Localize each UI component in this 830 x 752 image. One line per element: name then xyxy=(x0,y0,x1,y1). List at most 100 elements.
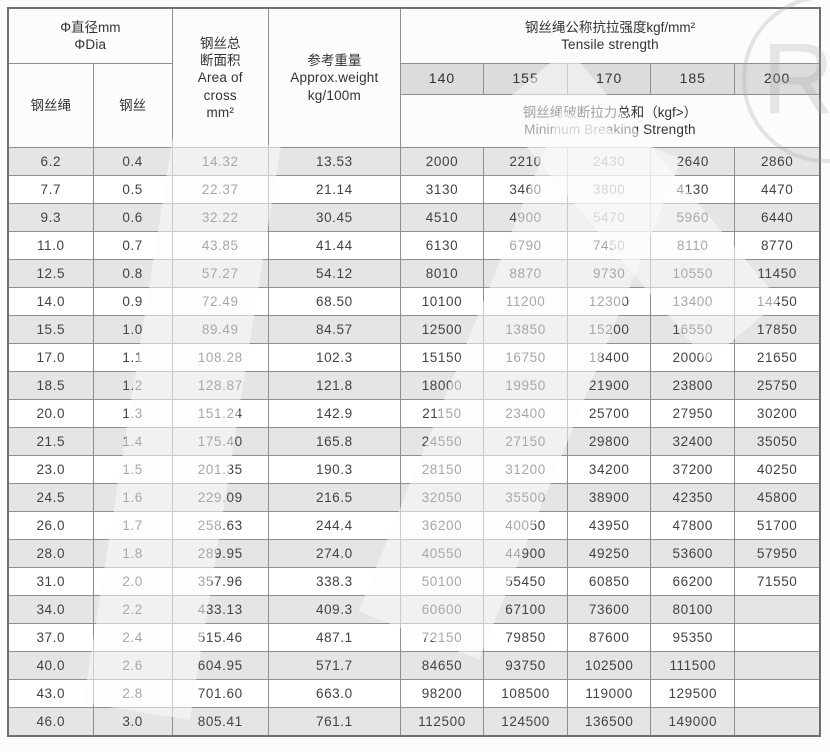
cell: 4130 xyxy=(650,175,736,204)
cell: 40250 xyxy=(734,455,821,484)
cell: 16550 xyxy=(650,315,736,344)
cell: 102500 xyxy=(567,651,652,680)
cell: 45800 xyxy=(734,483,821,512)
cell: 0.7 xyxy=(92,231,173,260)
cell: 5960 xyxy=(650,203,736,232)
cell: 1.5 xyxy=(92,455,173,484)
table-row: 26.0 1.7 258.63 244.4 36200 40050 43950 47800 51… xyxy=(7,511,821,540)
header-grade-170: 170 xyxy=(567,63,652,95)
header-grade-155: 155 xyxy=(483,63,569,95)
cell: 20.0 xyxy=(7,399,94,428)
cell: 121.8 xyxy=(267,371,401,400)
cell: 0.8 xyxy=(92,259,173,288)
cell: 409.3 xyxy=(267,595,401,624)
cell: 0.5 xyxy=(92,175,173,204)
cell: 24.5 xyxy=(7,483,94,512)
table-header: Φ直径mm ΦDia 钢丝总 断面积 Area of cross mm² 参考重… xyxy=(7,7,821,148)
breaking-label-zh: 钢丝绳破断拉力总和（kgf>） xyxy=(522,104,698,120)
cell: 9.3 xyxy=(7,203,94,232)
cell: 274.0 xyxy=(267,539,401,568)
cell: 2640 xyxy=(650,147,736,176)
cell: 18400 xyxy=(567,343,652,372)
weight-label-en: Approx.weight xyxy=(290,70,379,86)
diameter-label-zh: Φ直径mm xyxy=(60,19,121,35)
cell: 1.4 xyxy=(92,427,173,456)
cell: 9730 xyxy=(567,259,652,288)
header-grade-200: 200 xyxy=(734,63,821,95)
cell: 2860 xyxy=(734,147,821,176)
cell: 43.85 xyxy=(171,231,269,260)
cell: 17850 xyxy=(734,315,821,344)
cell: 12300 xyxy=(567,287,652,316)
cell: 357.96 xyxy=(171,567,269,596)
cell: 51700 xyxy=(734,511,821,540)
header-row-top: Φ直径mm ΦDia 钢丝总 断面积 Area of cross mm² 参考重… xyxy=(7,7,821,148)
cell: 108500 xyxy=(483,679,569,708)
cell: 0.4 xyxy=(92,147,173,176)
cell: 11.0 xyxy=(7,231,94,260)
cell: 22.37 xyxy=(171,175,269,204)
cell: 40.0 xyxy=(7,651,94,680)
cell: 14450 xyxy=(734,287,821,316)
table-row: 12.5 0.8 57.27 54.12 8010 8870 9730 10550 11450 xyxy=(7,259,821,288)
table-row: 15.5 1.0 89.49 84.57 12500 13850 15200 16550 178… xyxy=(7,315,821,344)
cell: 57950 xyxy=(734,539,821,568)
header-grade-140: 140 xyxy=(399,63,485,95)
cell: 2.4 xyxy=(92,623,173,652)
header-area: 钢丝总 断面积 Area of cross mm² xyxy=(171,7,269,148)
cell: 21900 xyxy=(567,371,652,400)
table-row: 23.0 1.5 201.35 190.3 28150 31200 34200 37200 40… xyxy=(7,455,821,484)
cell: 4510 xyxy=(399,203,485,232)
table-row: 28.0 1.8 289.95 274.0 40550 44900 49250 53600 57… xyxy=(7,539,821,568)
area-label-en2: cross xyxy=(203,87,237,103)
cell: 27150 xyxy=(483,427,569,456)
cell: 73600 xyxy=(567,595,652,624)
wire-rope-spec-table: Φ直径mm ΦDia 钢丝总 断面积 Area of cross mm² 参考重… xyxy=(7,7,821,737)
cell: 8110 xyxy=(650,231,736,260)
cell: 47800 xyxy=(650,511,736,540)
cell: 21150 xyxy=(399,399,485,428)
cell: 149000 xyxy=(650,707,736,737)
cell: 23400 xyxy=(483,399,569,428)
cell: 112500 xyxy=(399,707,485,737)
cell: 663.0 xyxy=(267,679,401,708)
cell: 5470 xyxy=(567,203,652,232)
cell: 16750 xyxy=(483,343,569,372)
cell xyxy=(734,623,821,652)
cell: 7.7 xyxy=(7,175,94,204)
cell: 36200 xyxy=(399,511,485,540)
table-row: 37.0 2.4 515.46 487.1 72150 79850 87600 95350 xyxy=(7,623,821,652)
cell: 102.3 xyxy=(267,343,401,372)
cell: 41.44 xyxy=(267,231,401,260)
cell: 2.8 xyxy=(92,679,173,708)
cell: 72150 xyxy=(399,623,485,652)
cell: 761.1 xyxy=(267,707,401,737)
cell: 25750 xyxy=(734,371,821,400)
header-grade-185: 185 xyxy=(650,63,736,95)
cell: 95350 xyxy=(650,623,736,652)
cell: 6790 xyxy=(483,231,569,260)
cell: 433.13 xyxy=(171,595,269,624)
cell: 6.2 xyxy=(7,147,94,176)
cell: 43.0 xyxy=(7,679,94,708)
tensile-label-en: Tensile strength xyxy=(561,37,659,52)
cell: 12.5 xyxy=(7,259,94,288)
area-label-en1: Area of xyxy=(197,70,243,86)
header-tensile-group: 钢丝绳公称抗拉强度kgf/mm² Tensile strength xyxy=(399,7,821,64)
table-row: 46.0 3.0 805.41 761.1 112500 124500 136500 1490… xyxy=(7,707,821,737)
cell: 136500 xyxy=(567,707,652,737)
cell: 1.7 xyxy=(92,511,173,540)
cell: 8010 xyxy=(399,259,485,288)
cell: 151.24 xyxy=(171,399,269,428)
cell: 3130 xyxy=(399,175,485,204)
cell: 11450 xyxy=(734,259,821,288)
cell: 487.1 xyxy=(267,623,401,652)
cell: 79850 xyxy=(483,623,569,652)
cell: 46.0 xyxy=(7,707,94,737)
table-row: 43.0 2.8 701.60 663.0 98200 108500 119000 12950… xyxy=(7,679,821,708)
header-wire-diameter: 钢丝 xyxy=(92,63,173,148)
cell: 6440 xyxy=(734,203,821,232)
cell: 229.09 xyxy=(171,483,269,512)
cell: 15150 xyxy=(399,343,485,372)
